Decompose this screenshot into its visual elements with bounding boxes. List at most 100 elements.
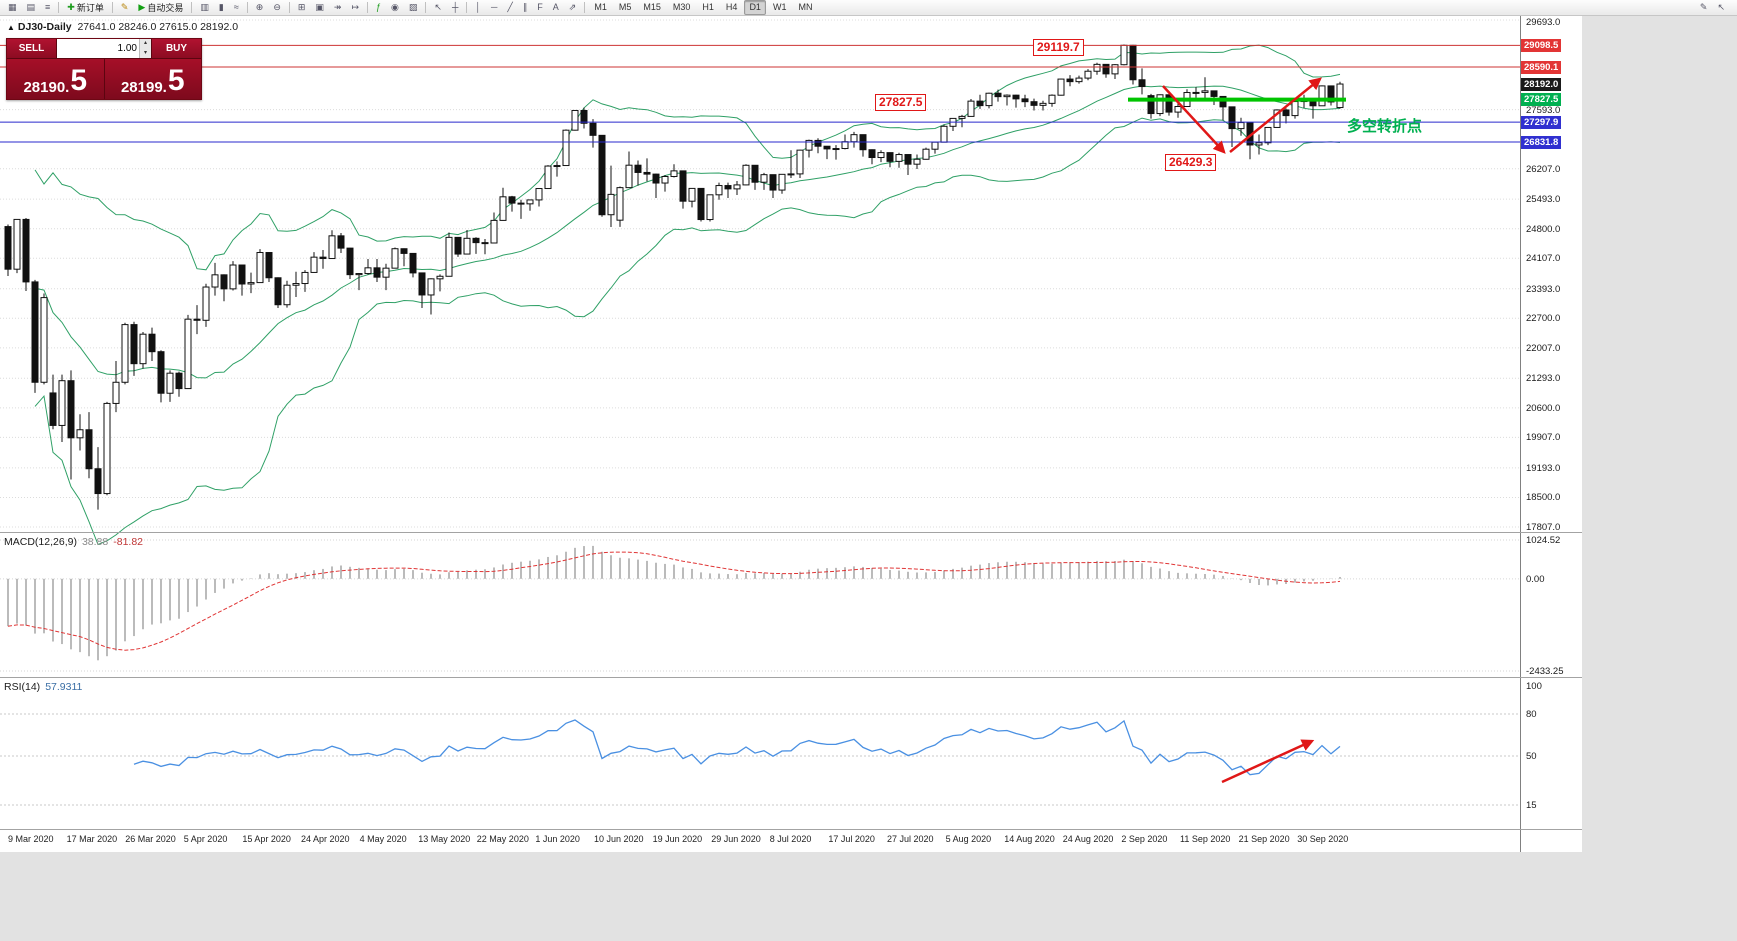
toolbar-separator xyxy=(58,2,60,13)
price-tick: 21293.0 xyxy=(1526,373,1561,385)
price-tick: 20600.0 xyxy=(1526,402,1561,414)
timeframe-mn-button[interactable]: MN xyxy=(798,2,813,12)
fibonacci-button[interactable]: F xyxy=(533,0,547,15)
new-chart-button[interactable]: ▦ xyxy=(4,0,21,15)
date-label: 27 Jul 2020 xyxy=(887,834,934,844)
workspace-right-area xyxy=(1582,16,1737,852)
date-label: 29 Jun 2020 xyxy=(711,834,761,844)
macd-signal-value: -81.82 xyxy=(113,536,144,548)
sell-price[interactable]: 28190. 5 xyxy=(7,59,104,99)
crosshair-button[interactable]: ┼ xyxy=(448,0,462,15)
templates-icon: ▨ xyxy=(408,2,418,12)
draw-button[interactable]: ✎ xyxy=(1696,0,1712,15)
chart-shift-button[interactable]: ↦ xyxy=(347,0,363,15)
sell-button[interactable]: SELL xyxy=(7,39,56,58)
timeframe-m5-button[interactable]: M5 xyxy=(618,2,632,12)
date-label: 15 Apr 2020 xyxy=(242,834,291,844)
timeframe-m1-button[interactable]: M1 xyxy=(594,2,607,12)
date-label: 5 Apr 2020 xyxy=(183,834,228,844)
autotrading-play-icon: ▶ xyxy=(138,2,146,12)
volume-input[interactable] xyxy=(57,39,139,58)
timeframe-h1-button[interactable]: H1 xyxy=(702,2,714,12)
price-tick: 25493.0 xyxy=(1526,194,1561,206)
date-label: 19 Jun 2020 xyxy=(652,834,703,844)
volume-control: ▴ ▾ xyxy=(56,39,152,58)
indicators-icon: ƒ xyxy=(376,2,382,12)
timeframe-w1-button[interactable]: W1 xyxy=(772,2,787,12)
zoom-out-button[interactable]: ⊖ xyxy=(269,0,285,15)
date-label: 17 Jul 2020 xyxy=(828,834,875,844)
date-label: 14 Aug 2020 xyxy=(1004,834,1055,844)
tile-windows-button[interactable]: ⊞ xyxy=(294,0,310,15)
toolbar-separator xyxy=(246,2,248,13)
line-chart-button[interactable]: ≈ xyxy=(230,0,243,15)
volume-down-button[interactable]: ▾ xyxy=(140,48,151,58)
date-label: 5 Aug 2020 xyxy=(945,834,992,844)
cascade-windows-button[interactable]: ▣ xyxy=(311,0,328,15)
arrows-icon: ⇗ xyxy=(568,2,577,12)
trade-panel-controls: SELL ▴ ▾ BUY xyxy=(7,39,201,58)
text-button[interactable]: A xyxy=(549,0,563,15)
channel-button[interactable]: ∥ xyxy=(519,0,532,15)
rsi-axis-label: 50 xyxy=(1526,751,1537,762)
market-watch-icon: ≡ xyxy=(45,2,51,12)
indicators-button[interactable]: ƒ xyxy=(372,0,385,15)
market-watch-button[interactable]: ≡ xyxy=(41,0,54,15)
cursor-button[interactable]: ↖ xyxy=(430,0,446,15)
periods-button[interactable]: ◉ xyxy=(387,0,403,15)
chart-shift-icon: ↦ xyxy=(351,2,360,12)
price-tick: 24107.0 xyxy=(1526,253,1561,265)
main-macd-splitter[interactable] xyxy=(0,532,1582,533)
new-order-button[interactable]: ✚ 新订单 xyxy=(63,0,108,15)
turning-point-text[interactable]: 多空转折点 xyxy=(1347,118,1423,135)
price-tick: 24800.0 xyxy=(1526,223,1561,235)
sell-price-text: 28190. xyxy=(23,79,70,96)
rsi-indicator-label: RSI(14) 57.9311 xyxy=(4,681,82,693)
macd-main-value: 38.88 xyxy=(81,536,109,548)
macd-rsi-splitter[interactable] xyxy=(0,677,1582,678)
timeframe-h4-button[interactable]: H4 xyxy=(725,2,738,12)
auto-scroll-icon: ↠ xyxy=(333,2,342,12)
select-button[interactable]: ↖ xyxy=(1713,0,1729,15)
autotrading-button[interactable]: ▶ 自动交易 xyxy=(134,0,187,15)
price-tick: 18500.0 xyxy=(1526,492,1561,504)
metaeditor-button[interactable]: ✎ xyxy=(117,0,133,15)
auto-scroll-button[interactable]: ↠ xyxy=(330,0,346,15)
zoom-out-icon: ⊖ xyxy=(273,2,281,12)
bar-chart-button[interactable]: ▥ xyxy=(196,0,213,15)
collapse-panel-icon[interactable]: ▲ xyxy=(7,23,15,32)
price-label-26429[interactable]: 26429.3 xyxy=(1165,154,1217,171)
price-tag: 29098.5 xyxy=(1521,38,1562,52)
price-tick: 29693.0 xyxy=(1526,17,1561,28)
candlestick-chart-button[interactable]: ▮ xyxy=(215,0,228,15)
price-label-29119[interactable]: 29119.7 xyxy=(1033,39,1084,56)
autotrading-button-label: 自动交易 xyxy=(147,3,184,13)
timeframe-m30-button[interactable]: M30 xyxy=(672,2,691,12)
date-label: 24 Apr 2020 xyxy=(301,834,350,844)
arrows-button[interactable]: ⇗ xyxy=(565,0,581,15)
timeframe-d1-button[interactable]: D1 xyxy=(744,0,766,15)
buy-price[interactable]: 28199. 5 xyxy=(105,59,202,99)
price-tick: 17807.0 xyxy=(1526,522,1561,533)
sell-price-big-digit: 5 xyxy=(70,64,88,97)
crosshair-icon: ┼ xyxy=(451,2,459,12)
trendline-button[interactable]: ╱ xyxy=(503,0,516,15)
buy-button[interactable]: BUY xyxy=(152,39,201,58)
chart-canvas[interactable] xyxy=(0,16,1582,852)
time-axis[interactable]: 9 Mar 2020 17 Mar 2020 26 Mar 2020 5 Apr 20… xyxy=(0,832,1582,852)
line-chart-icon: ≈ xyxy=(233,2,239,12)
zoom-in-button[interactable]: ⊕ xyxy=(252,0,268,15)
profiles-button[interactable]: ▤ xyxy=(23,0,40,15)
volume-up-button[interactable]: ▴ xyxy=(140,39,151,49)
timeframe-m15-button[interactable]: M15 xyxy=(643,2,661,12)
tile-windows-icon: ⊞ xyxy=(297,2,306,12)
templates-button[interactable]: ▨ xyxy=(405,0,422,15)
buy-price-text: 28199. xyxy=(120,79,167,96)
vertical-line-button[interactable]: │ xyxy=(471,0,485,15)
trade-panel-prices: 28190. 5 28199. 5 xyxy=(7,58,201,99)
price-axis[interactable]: 29693.0 27593.0 26207.0 25493.0 24800.0 24107… xyxy=(1520,16,1582,852)
toolbar-separator xyxy=(584,2,586,13)
horizontal-line-button[interactable]: ─ xyxy=(487,0,501,15)
price-label-27827[interactable]: 27827.5 xyxy=(875,94,927,111)
macd-axis-label: -2433.25 xyxy=(1526,666,1564,677)
